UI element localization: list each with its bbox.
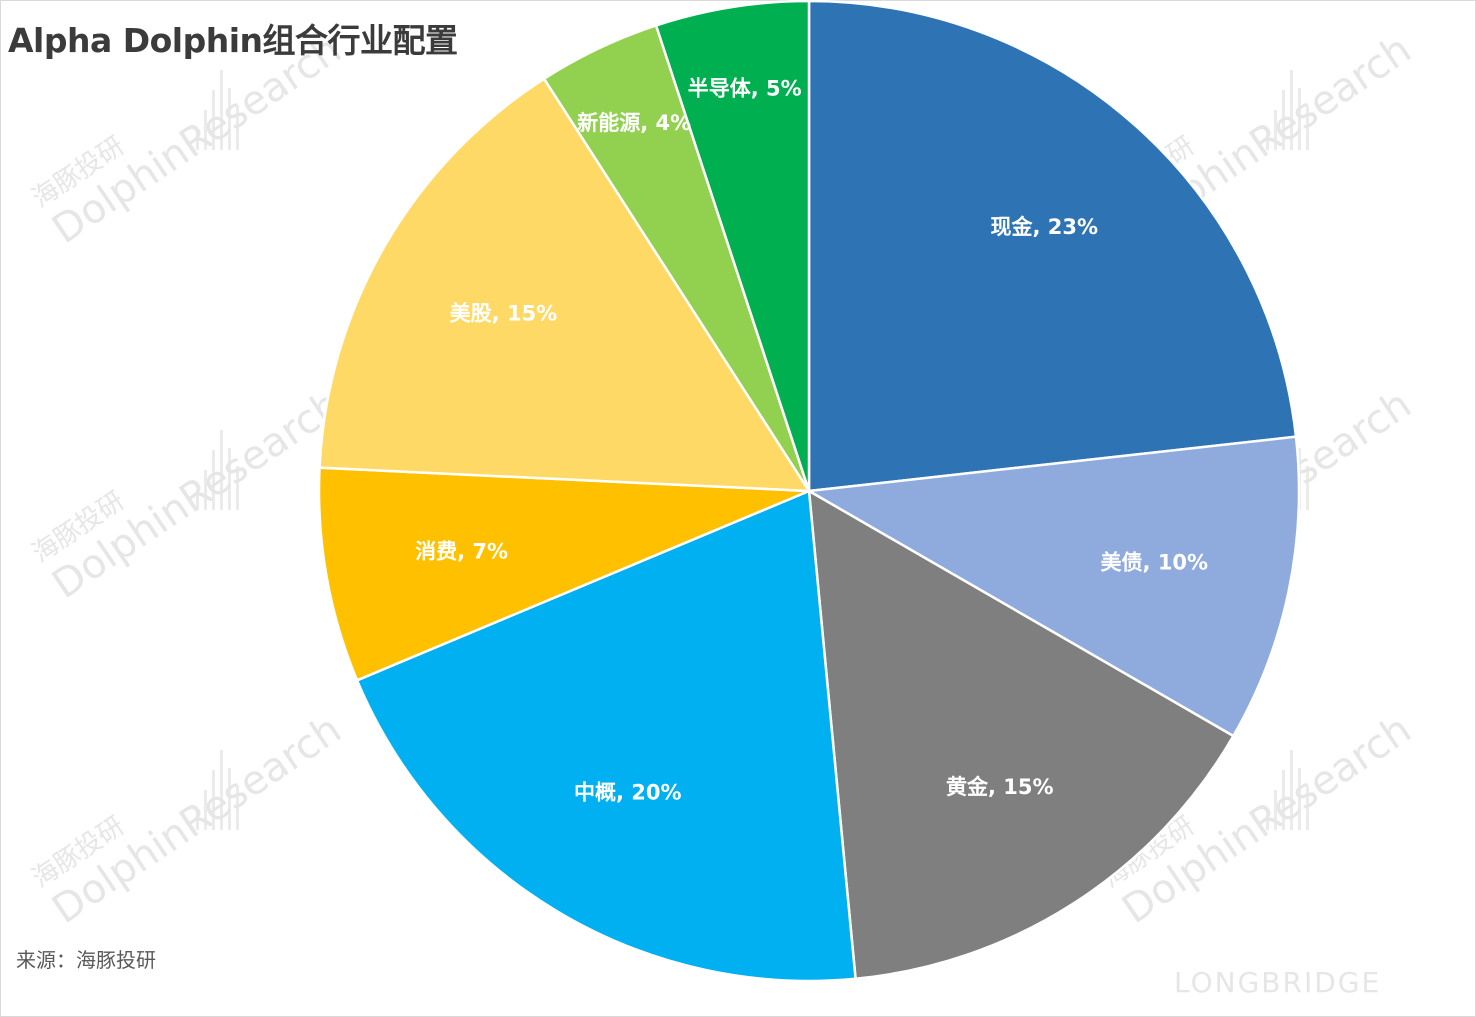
- slice-label-现金: 现金, 23%: [990, 215, 1098, 239]
- pie-slice-中概: [355, 489, 857, 983]
- pie-slice-消费: [317, 466, 810, 682]
- watermark-bars-5: [196, 750, 244, 830]
- slice-label-美债: 美债, 10%: [1101, 550, 1209, 574]
- pie-labels: 现金, 23% 美债, 10% 黄金, 15% 中概, 20% 消费, 7% 美股, 15…: [415, 76, 1208, 804]
- watermark-bars-1: [196, 70, 244, 150]
- slice-label-半导体: 半导体, 5%: [688, 76, 802, 100]
- pie-slice-美股: [318, 77, 812, 493]
- source-note: 来源：海豚投研: [16, 948, 156, 972]
- slice-label-黄金: 黄金, 15%: [946, 775, 1054, 799]
- pie-slices: [317, 0, 1301, 983]
- longbridge-watermark: LONGBRIDGE: [1174, 966, 1382, 999]
- pie-slice-美债: [805, 435, 1301, 738]
- slice-label-美股: 美股, 15%: [450, 302, 558, 326]
- slice-label-中概: 中概, 20%: [574, 781, 682, 805]
- pie-slice-现金: [807, 0, 1298, 493]
- pie-slice-半导体: [654, 0, 811, 492]
- watermark-bars-2: [1266, 70, 1314, 150]
- slice-label-消费: 消费, 7%: [415, 539, 508, 563]
- chart-title: Alpha Dolphin组合行业配置: [8, 21, 458, 60]
- watermark-bars-6: [1266, 750, 1314, 830]
- slice-label-新能源: 新能源, 4%: [577, 111, 691, 135]
- watermark-bars-3: [196, 430, 244, 510]
- pie-slice-黄金: [807, 488, 1236, 981]
